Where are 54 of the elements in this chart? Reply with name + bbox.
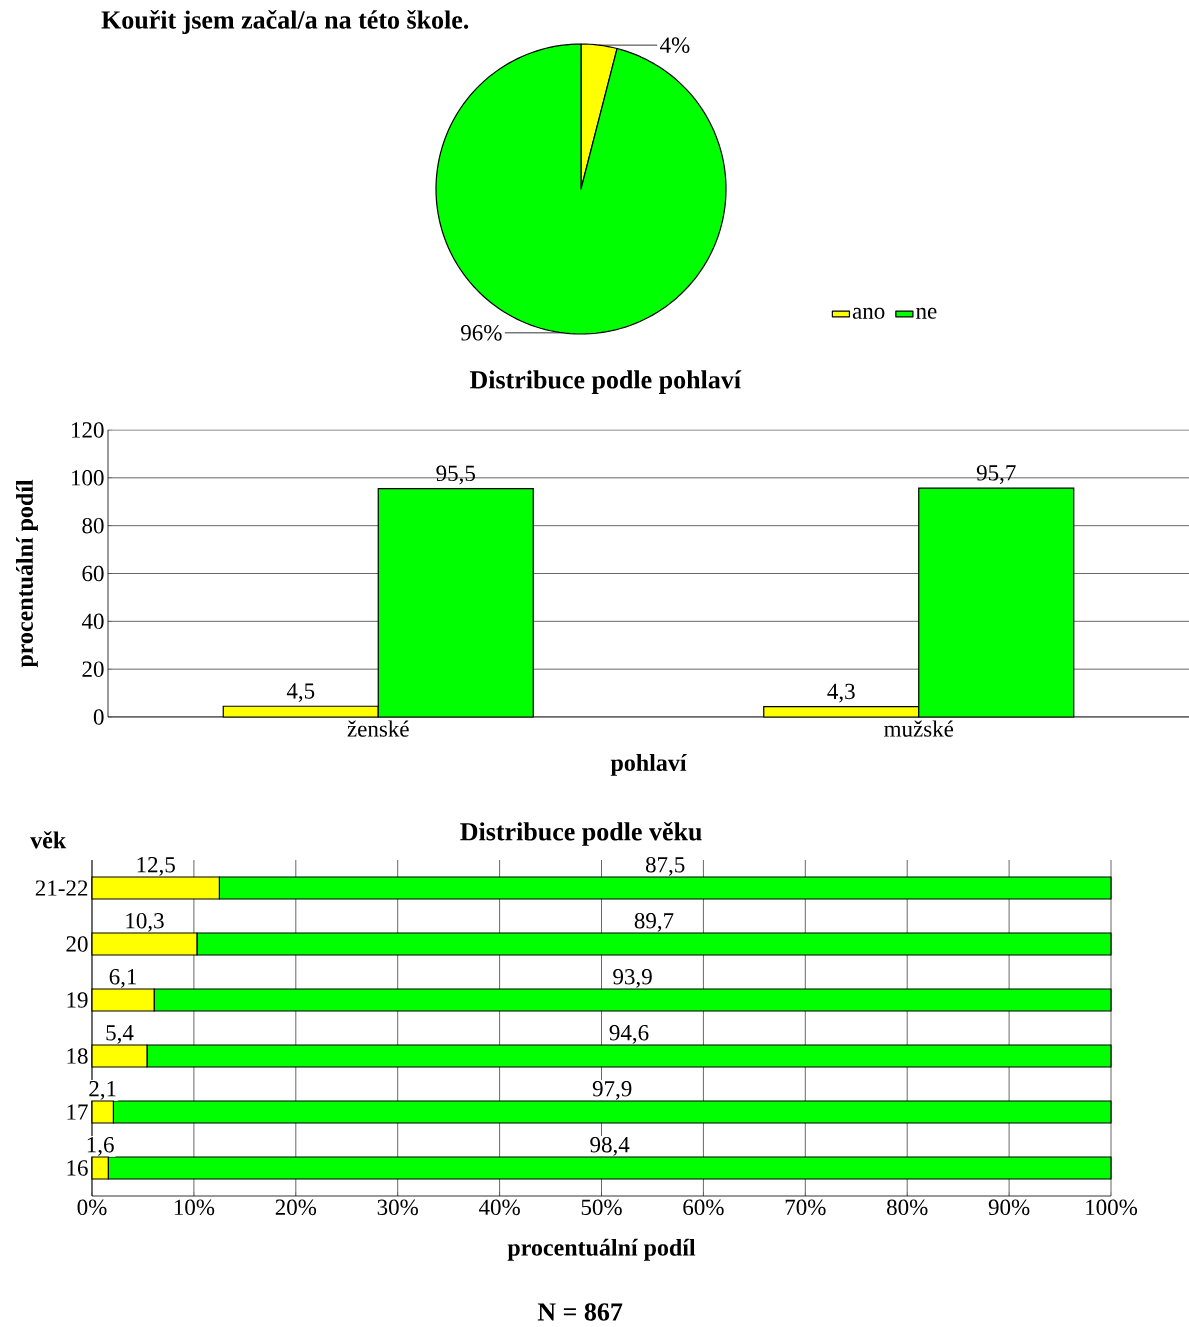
- y-tick-label: 120: [71, 422, 104, 438]
- data-label: 4%: [659, 37, 690, 53]
- data-label: 10,3: [126, 912, 164, 932]
- data-label: 6,1: [109, 969, 136, 988]
- y-tick-label: 19: [67, 992, 88, 1008]
- data-label: 93,9: [613, 969, 652, 988]
- data-label: 97,9: [592, 1081, 632, 1100]
- data-label: 4,5: [286, 683, 315, 703]
- x-tick-label: 50%: [581, 1199, 622, 1216]
- chart-title: Distribuce podle věku: [460, 821, 702, 846]
- y-tick-label: 80: [82, 517, 104, 534]
- data-label: 95,7: [976, 465, 1016, 484]
- y-axis-title: procentuální podíl: [15, 479, 38, 668]
- x-axis-title: procentuální podíl: [507, 1238, 696, 1261]
- y-tick-label: 16: [67, 1160, 88, 1176]
- data-label: 96%: [460, 325, 502, 341]
- data-label: 89,7: [634, 912, 674, 932]
- chart-title: Distribuce podle pohlaví: [469, 370, 742, 394]
- data-label: 12,5: [137, 857, 175, 876]
- x-tick-label: 80%: [886, 1199, 928, 1216]
- data-label: 87,5: [645, 856, 685, 876]
- data-label: 1,6: [87, 1137, 114, 1156]
- y-tick-label: 60: [82, 565, 104, 582]
- y-tick-label: 100: [71, 470, 104, 486]
- x-tick-label: 40%: [478, 1199, 520, 1216]
- x-tick-label: 70%: [785, 1199, 826, 1216]
- y-tick-label: 20: [66, 936, 88, 952]
- text: N = 867: [537, 1303, 623, 1321]
- data-label: 95,5: [436, 465, 475, 485]
- x-tick-label: 100%: [1086, 1199, 1137, 1216]
- x-tick-label: 0%: [77, 1199, 107, 1216]
- x-tick-label: 10%: [174, 1199, 215, 1216]
- y-axis-title: věk: [30, 831, 66, 849]
- x-tick-label: 90%: [988, 1199, 1030, 1216]
- y-tick-label: 40: [81, 613, 104, 630]
- data-label: 4,3: [827, 683, 855, 703]
- y-tick-label: 18: [67, 1048, 88, 1064]
- data-label: 94,6: [609, 1025, 649, 1044]
- legend-label: ano: [852, 307, 885, 319]
- data-label: 2,1: [89, 1081, 116, 1100]
- x-tick-label: mužské: [883, 720, 953, 737]
- data-label: 98,4: [590, 1136, 630, 1156]
- y-tick-label: 20: [82, 661, 104, 677]
- x-tick-label: 20%: [275, 1199, 316, 1216]
- x-tick-label: 60%: [683, 1199, 724, 1216]
- y-tick-label: 0: [93, 709, 104, 725]
- data-label: 5,4: [106, 1025, 134, 1044]
- x-tick-label: 30%: [377, 1199, 418, 1216]
- y-tick-label: 17: [67, 1104, 88, 1120]
- x-tick-label: ženské: [347, 720, 409, 737]
- chart-title: Kouřit jsem začal/a na této škole.: [101, 10, 468, 34]
- legend-label: ne: [915, 307, 937, 319]
- y-tick-label: 21-22: [35, 880, 88, 896]
- x-axis-title: pohlaví: [610, 754, 687, 776]
